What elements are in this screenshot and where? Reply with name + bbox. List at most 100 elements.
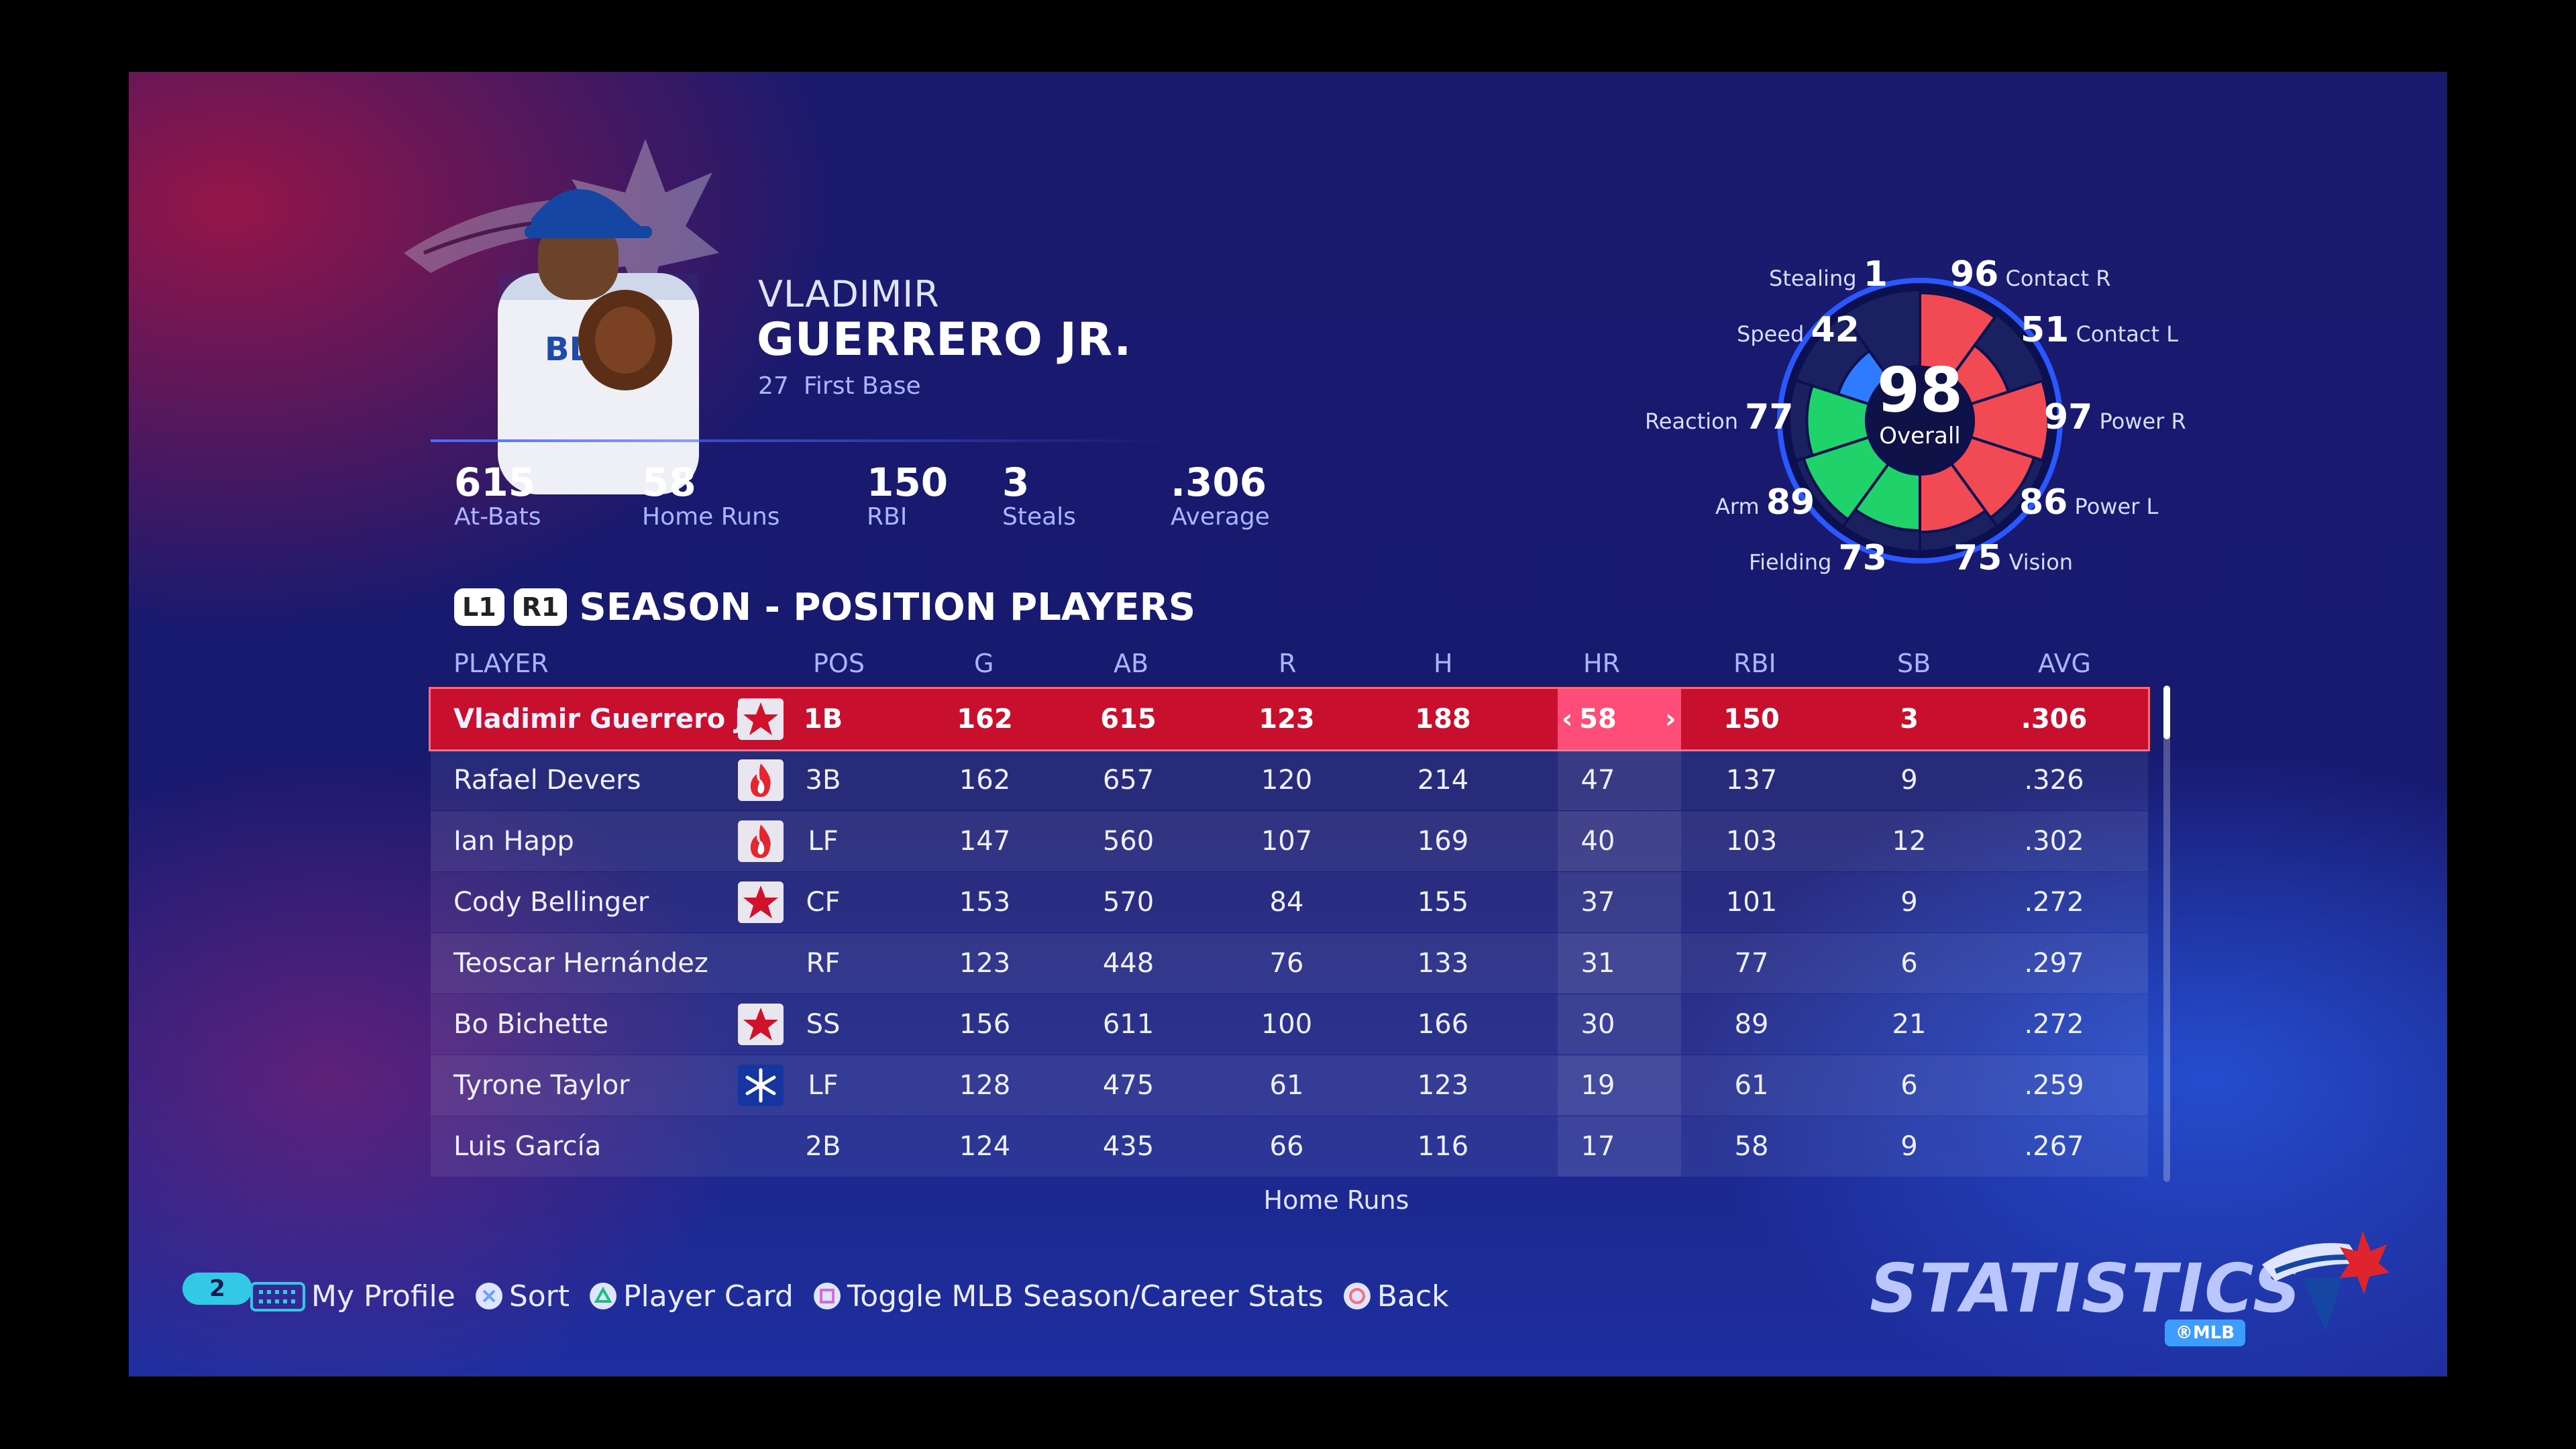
footer-toggle-season-career[interactable]: Toggle MLB Season/Career Stats — [812, 1279, 1324, 1313]
column-header-rbi[interactable]: RBI — [1733, 649, 1776, 678]
cell-pos: LF — [808, 1070, 839, 1101]
table-row[interactable]: Bo Bichette SS 156 611 100 166 30 89 21 .272 — [431, 994, 2148, 1055]
footer-label: Player Card — [623, 1279, 794, 1313]
overall-value: 98 — [1876, 354, 1964, 426]
cell-hr: 30 — [1580, 1009, 1615, 1040]
ratings-wheel-graphic — [1777, 278, 2063, 564]
sorted-column-highlight — [1558, 1055, 1681, 1116]
footer-player-card[interactable]: Player Card — [588, 1279, 794, 1313]
cell-sb: 12 — [1892, 826, 1927, 857]
player-name: Tyrone Taylor — [453, 1070, 630, 1101]
cell-sb: 9 — [1900, 765, 1918, 796]
table-row[interactable]: Cody Bellinger CF 153 570 84 155 37 101 9 .272 — [431, 872, 2148, 932]
cell-h: 123 — [1417, 1070, 1469, 1101]
table-scrollbar-thumb[interactable] — [2163, 686, 2170, 739]
column-header-sb[interactable]: SB — [1897, 649, 1931, 678]
header-divider — [431, 439, 1169, 442]
footer-label: Sort — [508, 1279, 570, 1313]
table-scrollbar[interactable] — [2163, 686, 2170, 1182]
cell-h: 166 — [1417, 1009, 1469, 1040]
blue-jays-logo — [2262, 1231, 2390, 1332]
column-header-r[interactable]: R — [1279, 649, 1297, 678]
cell-h: 155 — [1417, 887, 1469, 918]
cell-hr: 31 — [1580, 948, 1615, 979]
footer-sort[interactable]: Sort — [474, 1279, 570, 1313]
chevron-right-icon[interactable]: › — [1665, 704, 1676, 735]
footer-label: Back — [1377, 1279, 1449, 1313]
cell-rbi: 103 — [1725, 826, 1778, 857]
player-name: Vladimir Guerrero Jr. — [453, 704, 765, 735]
stat-home-runs: 58 Home Runs — [642, 461, 780, 531]
square-button-icon — [813, 1283, 841, 1309]
column-header-avg[interactable]: AVG — [2038, 649, 2092, 678]
player-name: Cody Bellinger — [453, 887, 649, 918]
rating-bar-vision — [1919, 462, 1988, 534]
cell-sb: 6 — [1900, 948, 1918, 979]
button-prompt-bar: My Profile Sort Player Card Toggle MLB S… — [250, 1273, 1468, 1320]
triangle-button-icon — [590, 1283, 617, 1309]
player-number: 27 — [758, 372, 789, 400]
cell-r: 107 — [1260, 826, 1313, 857]
column-header-player[interactable]: PLAYER — [453, 649, 549, 678]
snowflake-icon — [738, 1065, 784, 1106]
cell-r: 61 — [1269, 1070, 1304, 1101]
table-row[interactable]: Ian Happ LF 147 560 107 169 40 103 12 .302 — [431, 811, 2148, 871]
overall-label: Overall — [1879, 423, 1961, 449]
cell-rbi: 137 — [1725, 765, 1778, 796]
cell-r: 100 — [1260, 1009, 1313, 1040]
player-name: Luis García — [453, 1131, 602, 1162]
flame-icon — [738, 820, 784, 862]
table-row[interactable]: Luis García 2B 124 435 66 116 17 58 9 .267 — [431, 1116, 2148, 1177]
rating-contact-r: 96 Contact R — [1950, 254, 2111, 294]
l1-button[interactable]: L1 — [454, 588, 504, 626]
footer-back[interactable]: Back — [1342, 1279, 1449, 1313]
sorted-column-highlight — [1558, 1116, 1681, 1177]
sort-label: Home Runs — [1263, 1185, 1409, 1215]
cell-rbi: 89 — [1734, 1009, 1769, 1040]
table-row[interactable]: Rafael Devers 3B 162 657 120 214 47 137 9 .326 — [431, 750, 2148, 810]
player-last-name: GUERRERO JR. — [757, 313, 1132, 366]
cell-g: 162 — [959, 765, 1011, 796]
cell-ab: 560 — [1102, 826, 1155, 857]
cross-button-icon — [475, 1283, 502, 1309]
cell-sb: 6 — [1900, 1070, 1918, 1101]
column-header-hr[interactable]: HR — [1583, 649, 1620, 678]
cell-pos: SS — [806, 1009, 841, 1040]
cell-h: 188 — [1415, 704, 1471, 735]
cell-r: 84 — [1269, 887, 1304, 918]
cell-g: 123 — [959, 948, 1011, 979]
footer-label: Toggle MLB Season/Career Stats — [847, 1279, 1324, 1313]
stat-steals: 3 Steals — [1002, 461, 1076, 531]
cell-ab: 615 — [1100, 704, 1157, 735]
cell-sb: 3 — [1900, 704, 1919, 735]
mlb-badge: ®MLB — [2165, 1320, 2245, 1346]
star-icon — [738, 1004, 784, 1045]
rating-stealing: Stealing 1 — [1769, 254, 1888, 294]
sorted-column-highlight — [1558, 872, 1681, 932]
cell-ab: 657 — [1102, 765, 1155, 796]
cell-g: 156 — [959, 1009, 1011, 1040]
column-header-ab[interactable]: AB — [1114, 649, 1149, 678]
stat-label: Steals — [1002, 503, 1076, 531]
stat-rbi: 150 RBI — [867, 461, 948, 531]
cell-avg: .297 — [2024, 948, 2084, 979]
r1-button[interactable]: R1 — [513, 588, 568, 626]
table-row[interactable]: Teoscar Hernández RF 123 448 76 133 31 77 6 .297 — [431, 933, 2148, 994]
table-row-selected[interactable]: Vladimir Guerrero Jr. 1B 162 615 123 188 58 150… — [429, 687, 2150, 751]
cell-pos: 1B — [803, 704, 843, 735]
table-row[interactable]: Tyrone Taylor LF 128 475 61 123 19 61 6 .259 — [431, 1055, 2148, 1116]
star-icon — [738, 698, 784, 740]
footer-my-profile[interactable]: My Profile — [250, 1279, 455, 1313]
chevron-left-icon[interactable]: ‹ — [1562, 704, 1573, 735]
column-header-g[interactable]: G — [974, 649, 994, 678]
sorted-column-highlight — [1558, 750, 1681, 810]
overall-badge — [1869, 370, 1971, 472]
cell-r: 76 — [1269, 948, 1304, 979]
cell-avg: .272 — [2024, 887, 2084, 918]
column-header-h[interactable]: H — [1434, 649, 1453, 678]
column-header-pos[interactable]: POS — [813, 649, 865, 678]
flame-icon — [738, 759, 784, 801]
star-icon — [738, 881, 784, 923]
circle-button-icon — [1343, 1283, 1371, 1309]
